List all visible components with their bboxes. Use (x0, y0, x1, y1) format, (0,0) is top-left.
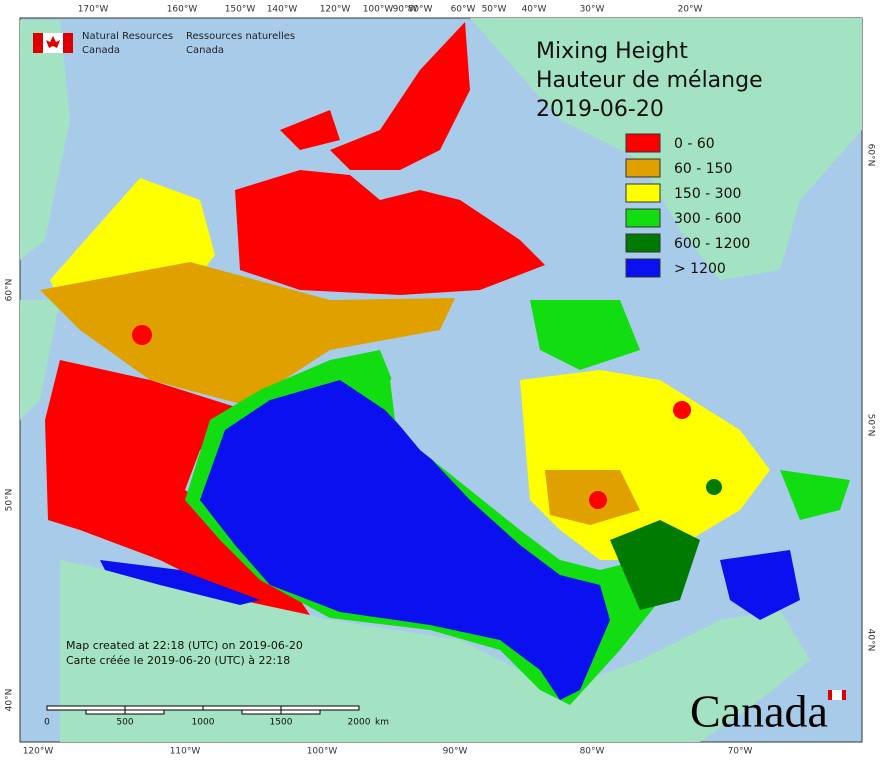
wordmark-flag-centre (832, 690, 842, 700)
legend-label: 150 - 300 (674, 186, 741, 202)
region-red-arctic (235, 170, 545, 295)
graticule-label: 60°W (451, 5, 476, 15)
flag-bar (33, 33, 43, 53)
legend-label: > 1200 (674, 261, 726, 277)
graticule-label: 100°W (363, 5, 394, 15)
graticule-label: 140°W (267, 5, 298, 15)
graticule-label: 60°N (866, 144, 876, 167)
graticule-label: 160°W (167, 5, 198, 15)
scale-segment (241, 709, 282, 715)
flag-bar (63, 33, 73, 53)
legend-label: 0 - 60 (674, 136, 715, 152)
graticule-label: 50°N (866, 414, 876, 437)
scale-label: 2000 (348, 718, 371, 728)
scale-label: 0 (44, 718, 50, 728)
graticule-label: 120°W (23, 747, 54, 757)
scale-segment (202, 705, 282, 711)
wordmark-text: Canada (690, 686, 828, 737)
graticule-label: 40°N (5, 689, 15, 712)
scale-segment (46, 705, 126, 711)
region-green-newfoundland (780, 470, 850, 520)
graticule-label: 170°W (78, 5, 109, 15)
graticule-label: 150°W (225, 5, 256, 15)
region-red-islands (330, 22, 470, 170)
hotspot (589, 491, 607, 509)
map-title: Mixing Height (536, 39, 688, 64)
hudson-bay (390, 360, 530, 490)
maple-leaf (46, 36, 60, 48)
graticule-label: 110°W (170, 747, 201, 757)
scale-label: 1500 (270, 718, 293, 728)
scale-label: 500 (116, 718, 133, 728)
map-title: Hauteur de mélange (536, 68, 763, 93)
legend-swatch (625, 133, 661, 153)
hotspot (673, 401, 691, 419)
legend-label: 600 - 1200 (674, 236, 750, 252)
legend-swatch (625, 183, 661, 203)
graticule-label: 90°W (443, 747, 468, 757)
scale-label: 1000 (192, 718, 215, 728)
region-dark-green (610, 520, 700, 610)
legend-label: 300 - 600 (674, 211, 741, 227)
agency-signature: Natural Resources Canada Ressources natu… (33, 31, 295, 56)
region-green-labrador (530, 300, 640, 370)
scale-segment (280, 705, 360, 711)
region-blue-maritimes (720, 550, 800, 620)
map-body (19, 17, 863, 743)
wordmark: Canada (690, 686, 846, 737)
graticule-label: 40°N (866, 629, 876, 652)
region-red-island (280, 110, 340, 150)
graticule-label: 30°W (580, 5, 605, 15)
graticule-label: 40°W (522, 5, 547, 15)
graticule: 170°W 160°W 150°W 140°W 120°W 100°W 90°W80°W 60… (5, 5, 876, 757)
agency-en: Canada (82, 45, 120, 56)
scale-segment (85, 709, 126, 715)
legend: 0 - 60 60 - 150 150 - 300 300 - 600 600 - 12… (625, 133, 750, 278)
graticule-label: 80°W (580, 747, 605, 757)
scale-segment (280, 709, 321, 715)
graticule-label: 100°W (307, 747, 338, 757)
legend-swatch (625, 158, 661, 178)
graticule-label: 60°N (5, 279, 15, 302)
graticule-label: 90°W (393, 5, 418, 15)
agency-fr: Canada (186, 45, 224, 56)
legend-label: 60 - 150 (674, 161, 733, 177)
scale-unit: km (375, 718, 389, 728)
scale-bar: 0 500 1000 1500 2000 km (44, 705, 389, 728)
agency-en: Natural Resources (82, 31, 173, 42)
note: Map created at 22:18 (UTC) on 2019-06-20 (66, 639, 303, 652)
hotspot (706, 479, 722, 495)
legend-swatch (625, 258, 661, 278)
region-orange (40, 262, 455, 405)
graticule-label: 20°W (678, 5, 703, 15)
graticule-label: 50°W (482, 5, 507, 15)
graticule-label: 50°N (5, 489, 15, 512)
alaska-coast (20, 300, 60, 420)
legend-swatch (625, 208, 661, 228)
greenland (470, 18, 862, 280)
legend-swatch (625, 233, 661, 253)
note: Carte créée le 2019-06-20 (UTC) à 22:18 (66, 654, 290, 667)
usa (60, 560, 810, 742)
graticule-label: 70°W (728, 747, 753, 757)
region-blue-south (100, 560, 260, 605)
graticule-label: 80°W (408, 5, 433, 15)
graticule-label: 120°W (320, 5, 351, 15)
scale-segment (124, 709, 165, 715)
map-title: 2019-06-20 (536, 97, 664, 122)
region-blue (200, 380, 610, 700)
scale-segment (124, 705, 204, 711)
hotspot (132, 325, 152, 345)
russia (20, 20, 70, 260)
agency-fr: Ressources naturelles (186, 31, 295, 42)
